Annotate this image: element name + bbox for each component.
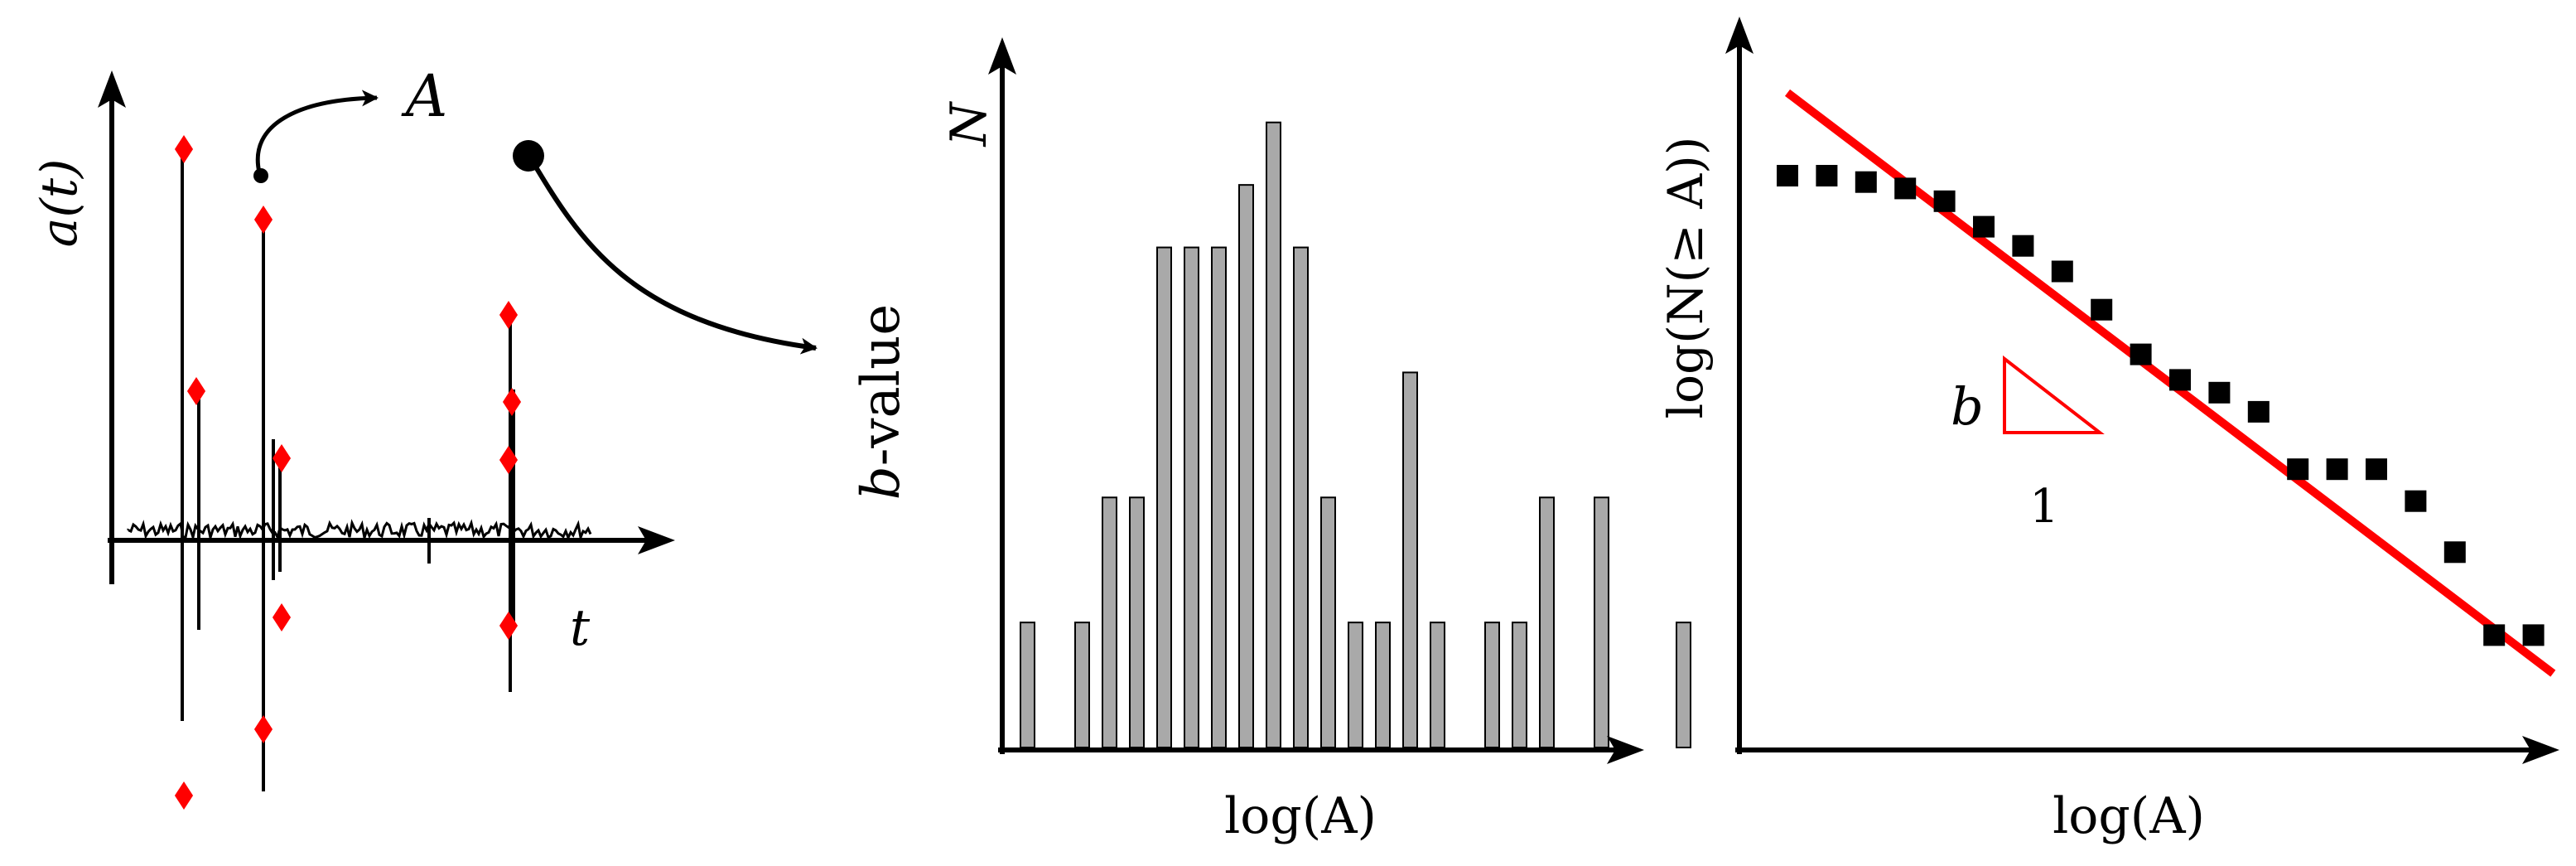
histogram-bar [1293,246,1309,749]
histogram-bar [1102,496,1117,748]
cumulative-panel: log(N(≥ A)) b 1 log(A) [1657,17,2559,845]
cumulative-point [2443,541,2466,564]
cumulative-point [2483,624,2506,646]
histogram-bar [1266,121,1281,748]
amplitude-marker-diamond [499,301,519,329]
histogram-bar [1512,622,1527,749]
signal-y-label: a(t) [31,159,89,248]
histogram-bar [1484,622,1500,749]
histogram-y-axis-arrowhead [988,37,1016,75]
histogram-bar [1430,622,1445,749]
cumulative-x-axis-arrowhead [2522,736,2559,764]
cumulative-point [1894,177,1917,200]
amplitude-marker-diamond [253,206,273,234]
cumulative-points [1777,165,2545,646]
cumulative-point [2208,381,2231,404]
cumulative-point [2405,490,2427,512]
histogram-bar [1676,622,1691,749]
amplitude-marker-diamond [253,715,273,743]
histogram-bar [1211,246,1227,749]
cumulative-point [2287,458,2309,481]
histogram-bar [1594,496,1609,748]
slope-label: b [1951,376,1984,437]
histogram-bar [1184,246,1199,749]
amplitude-marker-diamond [174,135,194,163]
b-value-transition-arrow [528,156,818,355]
amplitude-pointer-arrow [255,90,379,173]
cumulative-point [2326,458,2348,481]
signal-x-label: t [570,599,591,657]
histogram-bar [1129,496,1145,748]
cumulative-point [2051,260,2073,283]
cumulative-point [2169,369,2191,391]
cumulative-point [1933,190,1956,212]
histogram-bar [1156,246,1172,749]
amplitude-pointer-dot [253,168,268,183]
amplitude-marker-diamond [272,444,292,472]
b-value-transition-dot [513,140,544,172]
cumulative-point [1855,171,1877,193]
amplitude-markers [174,135,522,810]
cumulative-point [1816,165,1838,186]
histogram-x-label: log(A) [1224,787,1377,845]
cumulative-point [1973,215,1995,238]
amplitude-marker-diamond [272,603,292,631]
cumulative-point [2522,624,2545,646]
burst-spikes [181,153,515,791]
histogram-bar [1074,622,1090,749]
histogram-bar [1375,622,1391,749]
cumulative-point [2012,235,2034,257]
amplitude-marker-diamond [499,446,519,474]
slope-run-label: 1 [2029,480,2059,534]
histogram-x-axis-arrowhead [1607,736,1644,764]
histogram-bar [1238,184,1254,748]
amplitude-marker-diamond [502,388,522,416]
histogram-bar [1020,622,1035,749]
histogram-bar [1402,371,1418,748]
histogram-bar [1320,496,1336,748]
b-value-letter: b [851,466,912,500]
amplitude-marker-diamond [174,781,194,810]
signal-y-axis-arrowhead [98,70,126,108]
histogram-bars [1020,121,1691,749]
histogram-panel: b-value N log(A) [851,37,1691,845]
histogram-rotated-label: b-value [851,304,912,500]
cumulative-point [1777,165,1798,186]
signal-x-axis-arrowhead [638,526,675,554]
cumulative-point [2091,298,2113,321]
cumulative-point [2130,343,2152,365]
cumulative-y-label: log(N(≥ A)) [1657,137,1714,419]
amplitude-marker-diamond [186,377,206,405]
slope-triangle [2003,355,2105,434]
cumulative-y-axis-arrowhead [1725,17,1754,54]
b-value-suffix: -value [851,304,912,467]
signal-panel: a(t) t A [31,62,675,810]
cumulative-point [2366,458,2387,481]
amplitude-label: A [401,62,448,130]
amplitude-marker-diamond [499,612,519,640]
histogram-bar [1539,496,1555,748]
cumulative-point [2247,400,2270,423]
cumulative-x-label: log(A) [2053,787,2205,845]
histogram-y-label: N [940,100,998,148]
histogram-bar [1348,622,1363,749]
